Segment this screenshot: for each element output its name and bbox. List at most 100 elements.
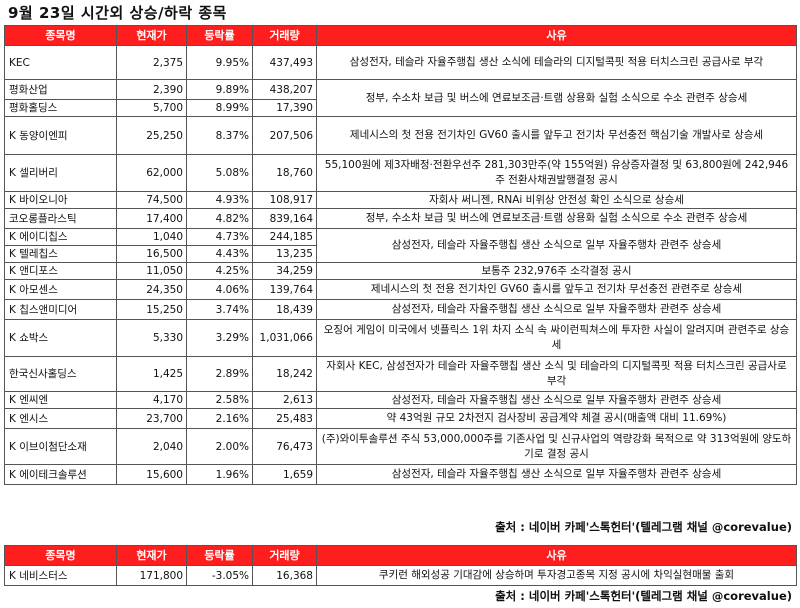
change-rate-cell: 3.29%: [186, 319, 253, 357]
reason-cell: (주)와이투솔루션 주식 53,000,000주를 기존사업 및 신규사업의 역…: [316, 428, 797, 465]
price-cell: 171,800: [116, 565, 187, 586]
stock-name-cell: K 텔레칩스: [4, 245, 117, 263]
table-row: K 동양이엔피 25,250 8.37% 207,506 제네시스의 첫 전용 전기차인…: [4, 116, 797, 155]
stock-name-cell: 평화산업: [4, 79, 117, 100]
stock-name-cell: K 이브이첨단소재: [4, 428, 117, 465]
stock-name-cell: K 동양이엔피: [4, 116, 117, 155]
volume-cell: 1,031,066: [252, 319, 317, 357]
table-row: K 셀리버리 62,000 5.08% 18,760 55,100원에 제3자배정·전환…: [4, 154, 797, 192]
table-row: 한국신사홀딩스 1,425 2.89% 18,242 자회사 KEC, 삼성전자가 테슬…: [4, 356, 797, 392]
reason-cell: 자회사 KEC, 삼성전자가 테슬라 자율주행칩 생산 소식 및 테슬라의 디지…: [316, 356, 797, 392]
stock-name-cell: K 에이디칩스: [4, 228, 117, 246]
stock-name-cell: 한국신사홀딩스: [4, 356, 117, 392]
stock-name-cell: K 셀리버리: [4, 154, 117, 192]
stock-name-cell: K 엔시스: [4, 408, 117, 429]
reason-cell: 삼성전자, 테슬라 자율주행칩 생산 소식으로 일부 자율주행차 관련주 상승세: [316, 228, 797, 263]
volume-cell: 437,493: [252, 45, 317, 80]
page-title: 9월 23일 시간외 상승/하락 종목: [8, 4, 227, 22]
change-rate-cell: 8.99%: [186, 99, 253, 117]
change-rate-cell: 2.00%: [186, 428, 253, 465]
price-cell: 2,390: [116, 79, 187, 100]
change-rate-cell: 4.25%: [186, 262, 253, 280]
volume-cell: 18,439: [252, 299, 317, 320]
volume-cell: 839,164: [252, 208, 317, 229]
change-rate-cell: 5.08%: [186, 154, 253, 192]
volume-cell: 244,185: [252, 228, 317, 246]
price-cell: 17,400: [116, 208, 187, 229]
change-rate-cell: 9.89%: [186, 79, 253, 100]
change-rate-cell: 2.16%: [186, 408, 253, 429]
change-rate-cell: 1.96%: [186, 464, 253, 485]
change-rate-cell: 8.37%: [186, 116, 253, 155]
price-cell: 5,700: [116, 99, 187, 117]
table-row: K 쇼박스 5,330 3.29% 1,031,066 오징어 게임이 미국에서 넷플릭…: [4, 319, 797, 357]
table-header-row: 종목명 현재가 등락률 거래량 사유: [4, 545, 797, 566]
rise-table: 종목명 현재가 등락률 거래량 사유 KEC 2,375 9.95% 437,493 삼…: [4, 25, 797, 485]
header-rate: 등락률: [186, 25, 253, 46]
reason-cell: 삼성전자, 테슬라 자율주행칩 생산 소식에 테슬라의 디지털콕핏 적용 터치스…: [316, 45, 797, 80]
header-name: 종목명: [4, 25, 117, 46]
reason-cell: 55,100원에 제3자배정·전환우선주 281,303만주(약 155억원) …: [316, 154, 797, 192]
price-cell: 24,350: [116, 279, 187, 300]
change-rate-cell: 3.74%: [186, 299, 253, 320]
reason-cell: 삼성전자, 테슬라 자율주행칩 생산 소식으로 일부 자율주행차 관련주 상승세: [316, 464, 797, 485]
price-cell: 62,000: [116, 154, 187, 192]
header-reason: 사유: [316, 25, 797, 46]
table-row: K 에이디칩스 1,040 4.73% 244,185 삼성전자, 테슬라 자율주행칩 …: [4, 228, 797, 263]
price-cell: 1,425: [116, 356, 187, 392]
price-cell: 2,040: [116, 428, 187, 465]
change-rate-cell: 9.95%: [186, 45, 253, 80]
stock-name-cell: K 바이오니아: [4, 191, 117, 209]
stock-name-cell: K 엔씨엔: [4, 391, 117, 409]
volume-cell: 139,764: [252, 279, 317, 300]
volume-cell: 16,368: [252, 565, 317, 586]
table-row: K 아모센스 24,350 4.06% 139,764 제네시스의 첫 전용 전기차인 …: [4, 279, 797, 300]
price-cell: 2,375: [116, 45, 187, 80]
price-cell: 4,170: [116, 391, 187, 409]
reason-cell: 제네시스의 첫 전용 전기차인 GV60 출시를 앞두고 전기차 무선충전 관련…: [316, 279, 797, 300]
header-volume: 거래량: [252, 25, 317, 46]
reason-cell: 쿠키런 해외성공 기대감에 상승하며 투자경고종목 지정 공시에 차익실현매물 …: [316, 565, 797, 586]
volume-cell: 34,259: [252, 262, 317, 280]
table-header-row: 종목명 현재가 등락률 거래량 사유: [4, 25, 797, 46]
table-row: K 에이테크솔루션 15,600 1.96% 1,659 삼성전자, 테슬라 자율주행칩…: [4, 464, 797, 485]
change-rate-cell: 2.89%: [186, 356, 253, 392]
price-cell: 25,250: [116, 116, 187, 155]
price-cell: 15,250: [116, 299, 187, 320]
change-rate-cell: -3.05%: [186, 565, 253, 586]
table-row: K 이브이첨단소재 2,040 2.00% 76,473 (주)와이투솔루션 주식 53…: [4, 428, 797, 465]
change-rate-cell: 2.58%: [186, 391, 253, 409]
change-rate-cell: 4.73%: [186, 228, 253, 246]
volume-cell: 76,473: [252, 428, 317, 465]
reason-cell: 제네시스의 첫 전용 전기차인 GV60 출시를 앞두고 전기차 무선충전 핵심…: [316, 116, 797, 155]
volume-cell: 18,242: [252, 356, 317, 392]
reason-cell: 정부, 수소차 보급 및 버스에 연료보조금·트램 상용화 실험 소식으로 수소…: [316, 208, 797, 229]
volume-cell: 13,235: [252, 245, 317, 263]
price-cell: 23,700: [116, 408, 187, 429]
volume-cell: 108,917: [252, 191, 317, 209]
price-cell: 15,600: [116, 464, 187, 485]
volume-cell: 2,613: [252, 391, 317, 409]
stock-name-cell: K 에이테크솔루션: [4, 464, 117, 485]
source-note-2: 출처 : 네이버 카페'스톡헌터'(텔레그램 채널 @corevalue): [495, 589, 792, 603]
change-rate-cell: 4.43%: [186, 245, 253, 263]
change-rate-cell: 4.82%: [186, 208, 253, 229]
table-row: KEC 2,375 9.95% 437,493 삼성전자, 테슬라 자율주행칩 생산 소…: [4, 45, 797, 80]
volume-cell: 18,760: [252, 154, 317, 192]
price-cell: 5,330: [116, 319, 187, 357]
source-note: 출처 : 네이버 카페'스톡헌터'(텔레그램 채널 @corevalue): [495, 520, 792, 534]
volume-cell: 25,483: [252, 408, 317, 429]
volume-cell: 438,207: [252, 79, 317, 100]
table-row: K 칩스앤미디어 15,250 3.74% 18,439 삼성전자, 테슬라 자율주행칩…: [4, 299, 797, 320]
header-price: 현재가: [116, 545, 187, 566]
volume-cell: 17,390: [252, 99, 317, 117]
reason-cell: 보통주 232,976주 소각결정 공시: [316, 262, 797, 280]
stock-name-cell: 코오롱플라스틱: [4, 208, 117, 229]
stock-name-cell: K 쇼박스: [4, 319, 117, 357]
stock-name-cell: KEC: [4, 45, 117, 80]
reason-cell: 정부, 수소차 보급 및 버스에 연료보조금·트램 상용화 실험 소식으로 수소…: [316, 79, 797, 117]
header-volume: 거래량: [252, 545, 317, 566]
price-cell: 74,500: [116, 191, 187, 209]
price-cell: 16,500: [116, 245, 187, 263]
reason-cell: 자회사 써니젠, RNAi 비위상 안전성 확인 소식으로 상승세: [316, 191, 797, 209]
